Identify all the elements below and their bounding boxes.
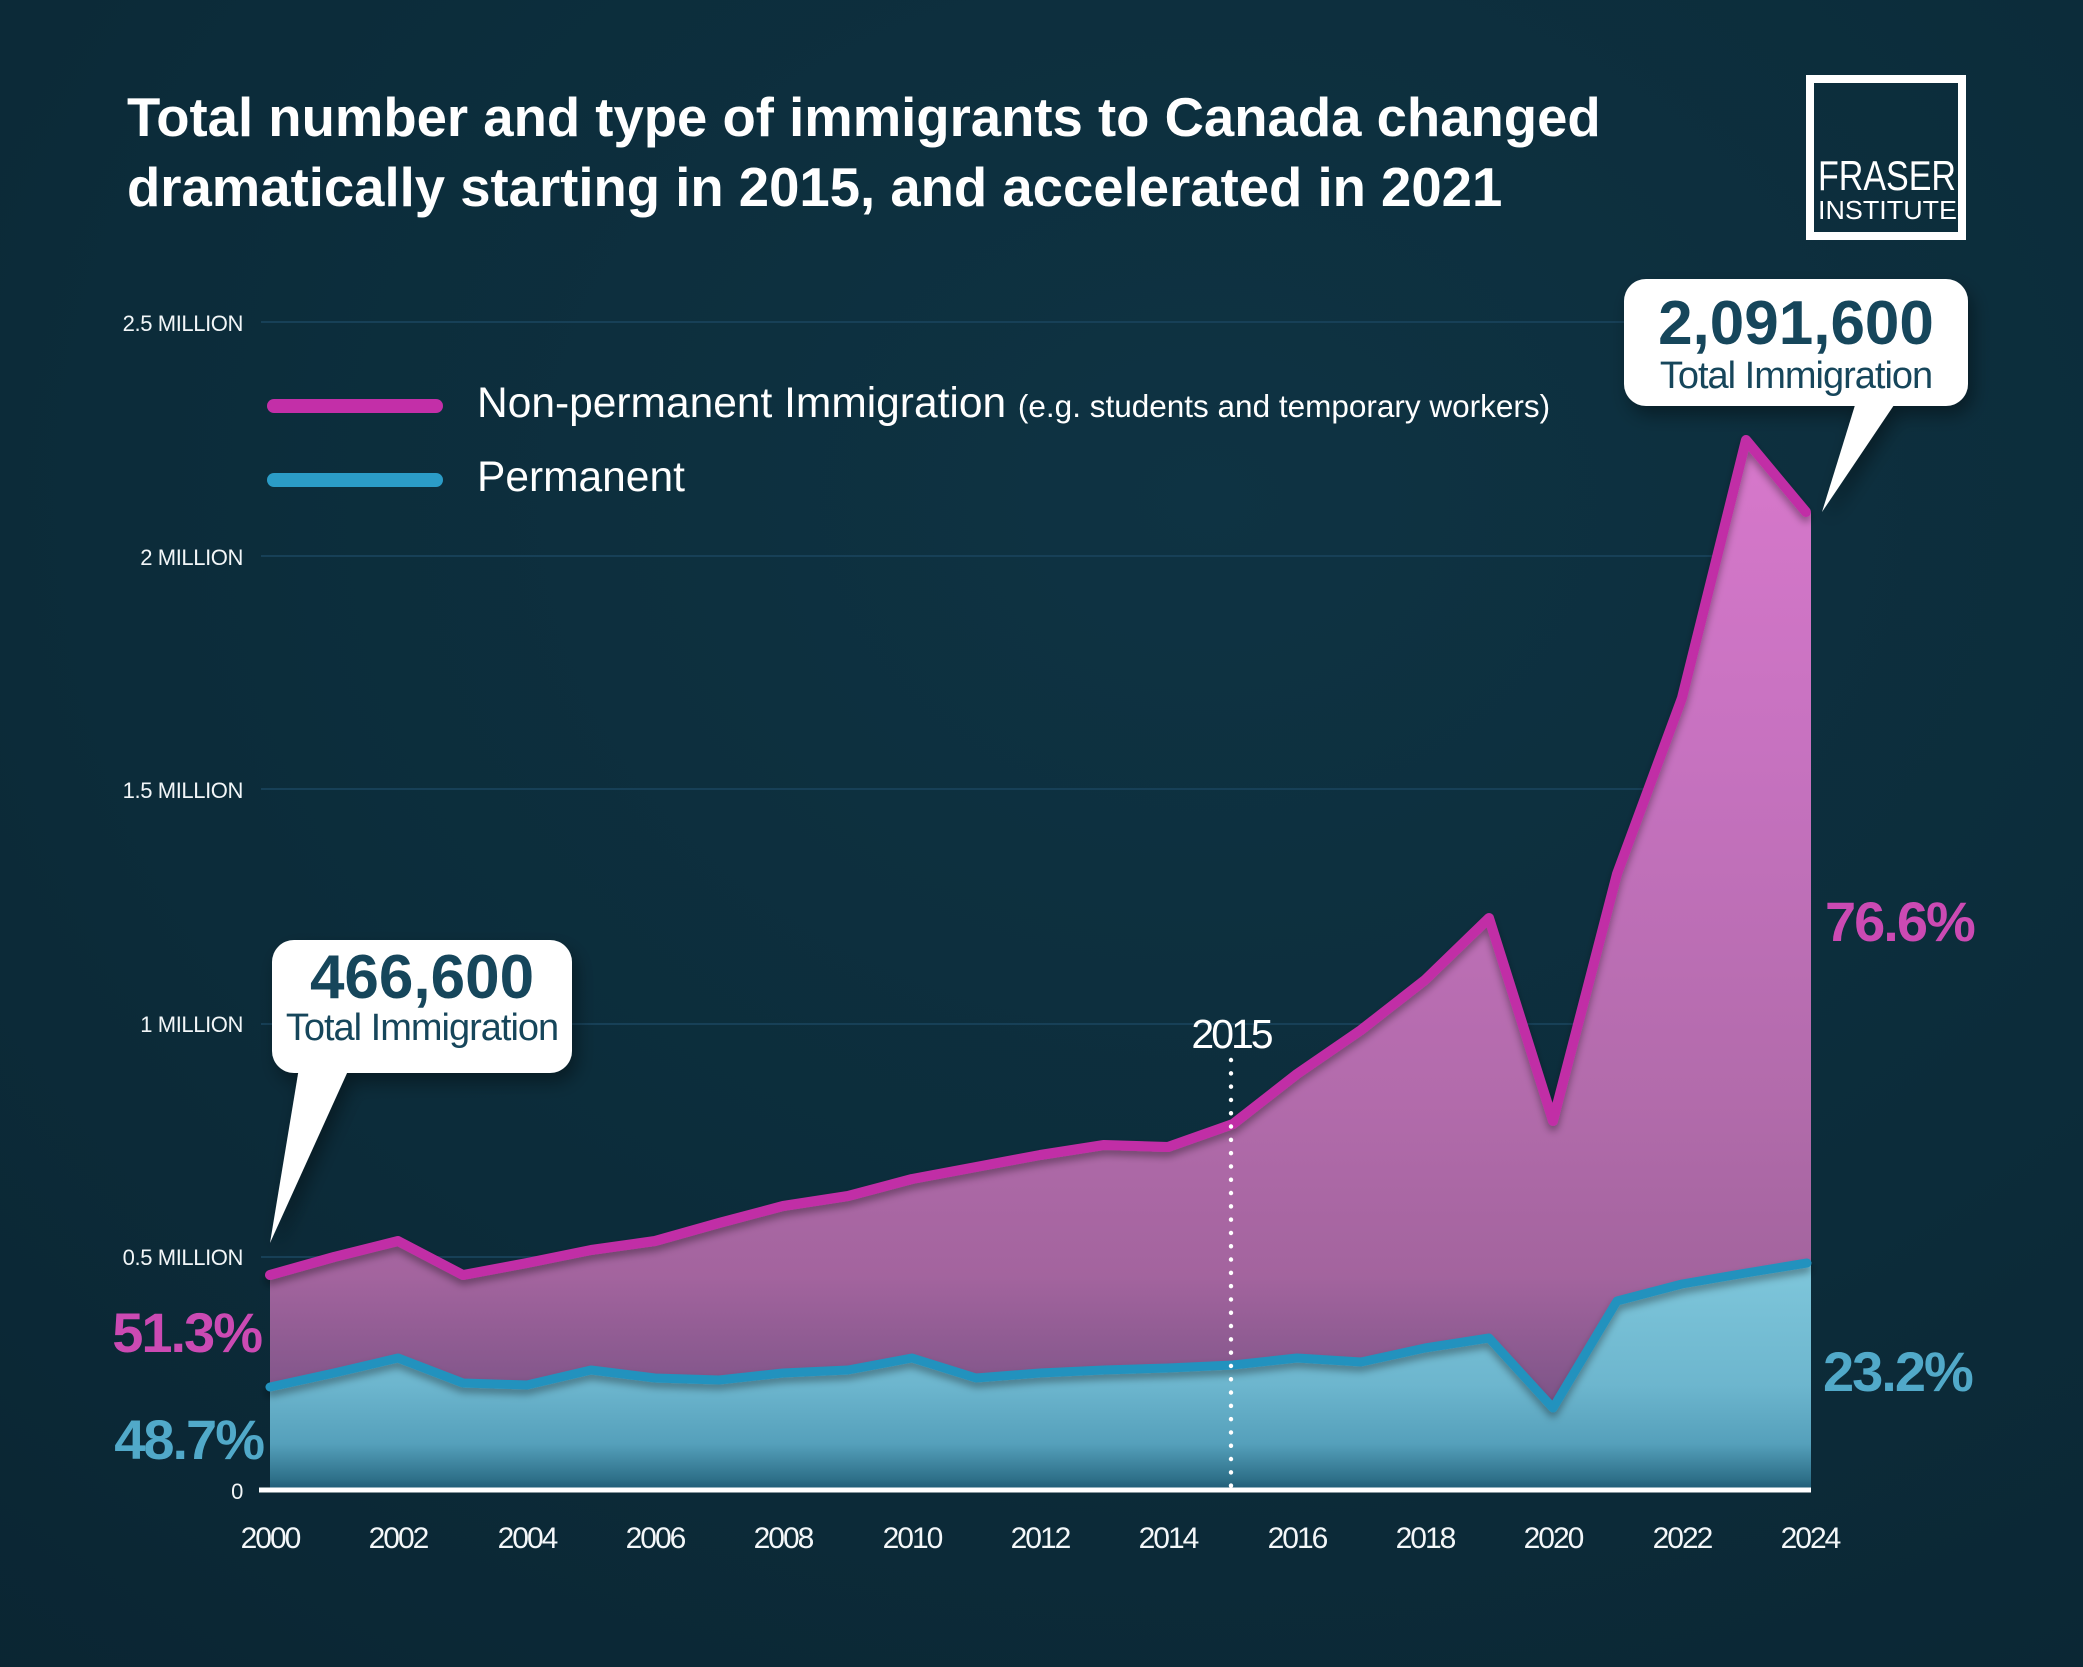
svg-text:48.7%: 48.7% bbox=[114, 1408, 264, 1471]
svg-text:2014: 2014 bbox=[1139, 1522, 1199, 1555]
svg-text:2022: 2022 bbox=[1653, 1522, 1713, 1555]
svg-text:Permanent: Permanent bbox=[477, 454, 685, 501]
svg-text:2012: 2012 bbox=[1011, 1522, 1071, 1555]
svg-text:0: 0 bbox=[231, 1479, 243, 1504]
svg-text:2 MILLION: 2 MILLION bbox=[140, 545, 243, 570]
svg-text:76.6%: 76.6% bbox=[1825, 890, 1975, 953]
svg-text:FRASER: FRASER bbox=[1818, 152, 1956, 199]
svg-text:2004: 2004 bbox=[498, 1522, 558, 1555]
svg-text:2010: 2010 bbox=[883, 1522, 943, 1555]
svg-text:1.5 MILLION: 1.5 MILLION bbox=[123, 778, 243, 803]
svg-text:2.5 MILLION: 2.5 MILLION bbox=[123, 311, 243, 336]
svg-text:dramatically starting in 2015,: dramatically starting in 2015, and accel… bbox=[127, 157, 1502, 218]
svg-text:2008: 2008 bbox=[754, 1522, 814, 1555]
svg-text:2006: 2006 bbox=[626, 1522, 686, 1555]
svg-text:23.2%: 23.2% bbox=[1823, 1340, 1973, 1403]
svg-text:INSTITUTE: INSTITUTE bbox=[1818, 197, 1957, 225]
svg-text:2024: 2024 bbox=[1781, 1522, 1841, 1555]
svg-text:466,600: 466,600 bbox=[310, 943, 534, 1012]
svg-text:2018: 2018 bbox=[1396, 1522, 1456, 1555]
svg-text:2015: 2015 bbox=[1191, 1011, 1272, 1057]
svg-text:51.3%: 51.3% bbox=[112, 1301, 262, 1364]
svg-text:2,091,600: 2,091,600 bbox=[1658, 289, 1934, 358]
svg-text:2020: 2020 bbox=[1524, 1522, 1584, 1555]
svg-text:Non-permanent Immigration (e.g: Non-permanent Immigration (e.g. students… bbox=[477, 380, 1550, 427]
svg-text:2002: 2002 bbox=[369, 1522, 429, 1555]
svg-text:Total number and type of immig: Total number and type of immigrants to C… bbox=[127, 87, 1601, 148]
svg-text:Total Immigration: Total Immigration bbox=[1660, 355, 1932, 397]
svg-text:1 MILLION: 1 MILLION bbox=[140, 1012, 243, 1037]
svg-text:Total Immigration: Total Immigration bbox=[286, 1007, 558, 1049]
svg-text:0.5 MILLION: 0.5 MILLION bbox=[123, 1245, 243, 1270]
svg-text:2016: 2016 bbox=[1268, 1522, 1328, 1555]
svg-text:2000: 2000 bbox=[241, 1522, 301, 1555]
